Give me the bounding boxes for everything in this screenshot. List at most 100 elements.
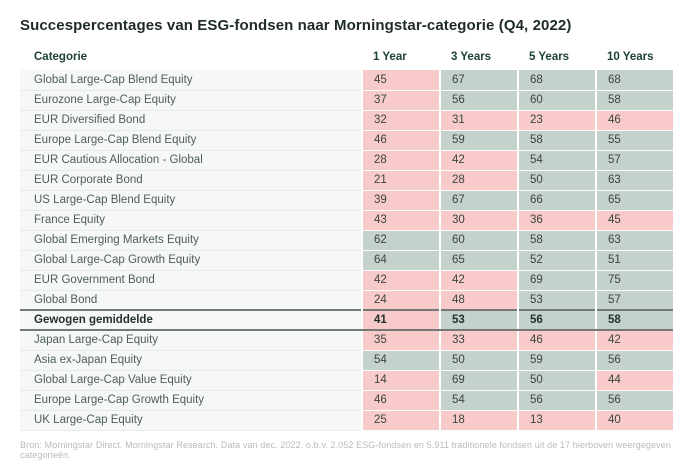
value-cell: 59 bbox=[439, 130, 518, 151]
table-body: Global Large-Cap Blend Equity 45 67 68 6… bbox=[20, 70, 673, 431]
value-cell: 64 bbox=[361, 250, 440, 271]
category-cell: EUR Diversified Bond bbox=[20, 110, 362, 131]
table-header: Categorie 1 Year 3 Years 5 Years 10 Year… bbox=[20, 49, 673, 70]
value-cell: 52 bbox=[517, 250, 596, 271]
category-cell: France Equity bbox=[20, 210, 362, 231]
category-cell: EUR Corporate Bond bbox=[20, 170, 362, 191]
table-row: Global Large-Cap Blend Equity 45 67 68 6… bbox=[20, 70, 673, 91]
category-cell: Global Large-Cap Growth Equity bbox=[20, 250, 362, 271]
value-cell: 42 bbox=[439, 150, 518, 171]
column-header-10-years: 10 Years bbox=[607, 51, 654, 63]
category-cell: Japan Large-Cap Equity bbox=[20, 330, 362, 351]
table-row: Global Bond 24 48 53 57 bbox=[20, 290, 673, 311]
value-cell: 56 bbox=[595, 390, 673, 411]
value-cell: 43 bbox=[361, 210, 440, 231]
value-cell: 46 bbox=[361, 130, 440, 151]
column-header-categorie: Categorie bbox=[34, 51, 88, 63]
value-cell: 67 bbox=[439, 70, 518, 91]
value-cell: 39 bbox=[361, 190, 440, 211]
value-cell: 44 bbox=[595, 370, 673, 391]
value-cell: 58 bbox=[517, 130, 596, 151]
value-cell: 53 bbox=[517, 290, 596, 311]
value-cell: 53 bbox=[439, 309, 518, 331]
value-cell: 30 bbox=[439, 210, 518, 231]
value-cell: 54 bbox=[439, 390, 518, 411]
value-cell: 67 bbox=[439, 190, 518, 211]
table-row: EUR Corporate Bond 21 28 50 63 bbox=[20, 170, 673, 191]
value-cell: 65 bbox=[595, 190, 673, 211]
value-cell: 42 bbox=[361, 270, 440, 291]
category-cell: Global Large-Cap Value Equity bbox=[20, 370, 362, 391]
value-cell: 63 bbox=[595, 230, 673, 251]
value-cell: 57 bbox=[595, 290, 673, 311]
table-row: France Equity 43 30 36 45 bbox=[20, 210, 673, 231]
value-cell: 60 bbox=[439, 230, 518, 251]
value-cell: 55 bbox=[595, 130, 673, 151]
value-cell: 57 bbox=[595, 150, 673, 171]
category-cell: Asia ex-Japan Equity bbox=[20, 350, 362, 371]
value-cell: 68 bbox=[595, 70, 673, 91]
value-cell: 18 bbox=[439, 410, 518, 431]
value-cell: 36 bbox=[517, 210, 596, 231]
value-cell: 13 bbox=[517, 410, 596, 431]
value-cell: 41 bbox=[361, 309, 440, 331]
table-row: US Large-Cap Blend Equity 39 67 66 65 bbox=[20, 190, 673, 211]
value-cell: 45 bbox=[595, 210, 673, 231]
value-cell: 65 bbox=[439, 250, 518, 271]
category-cell: UK Large-Cap Equity bbox=[20, 410, 362, 431]
value-cell: 40 bbox=[595, 410, 673, 431]
value-cell: 33 bbox=[439, 330, 518, 351]
value-cell: 56 bbox=[517, 390, 596, 411]
value-cell: 23 bbox=[517, 110, 596, 131]
value-cell: 42 bbox=[439, 270, 518, 291]
value-cell: 32 bbox=[361, 110, 440, 131]
table-row: EUR Diversified Bond 32 31 23 46 bbox=[20, 110, 673, 131]
table-row: Europe Large-Cap Blend Equity 46 59 58 5… bbox=[20, 130, 673, 151]
table-row: UK Large-Cap Equity 25 18 13 40 bbox=[20, 410, 673, 431]
value-cell: 51 bbox=[595, 250, 673, 271]
value-cell: 62 bbox=[361, 230, 440, 251]
category-cell: Gewogen gemiddelde bbox=[20, 309, 362, 331]
table-row: Asia ex-Japan Equity 54 50 59 56 bbox=[20, 350, 673, 371]
value-cell: 75 bbox=[595, 270, 673, 291]
header-row: Categorie 1 Year 3 Years 5 Years 10 Year… bbox=[20, 49, 673, 70]
value-cell: 56 bbox=[517, 309, 596, 331]
value-cell: 46 bbox=[361, 390, 440, 411]
category-cell: Global Emerging Markets Equity bbox=[20, 230, 362, 251]
value-cell: 68 bbox=[517, 70, 596, 91]
category-cell: US Large-Cap Blend Equity bbox=[20, 190, 362, 211]
table-row: Global Large-Cap Value Equity 14 69 50 4… bbox=[20, 370, 673, 391]
value-cell: 35 bbox=[361, 330, 440, 351]
value-cell: 66 bbox=[517, 190, 596, 211]
category-cell: EUR Government Bond bbox=[20, 270, 362, 291]
table-row: Global Emerging Markets Equity 62 60 58 … bbox=[20, 230, 673, 251]
category-cell: Global Bond bbox=[20, 290, 362, 311]
value-cell: 28 bbox=[439, 170, 518, 191]
value-cell: 69 bbox=[517, 270, 596, 291]
table-row: Gewogen gemiddelde 41 53 56 58 bbox=[20, 309, 673, 331]
success-rate-table: Categorie 1 Year 3 Years 5 Years 10 Year… bbox=[20, 49, 673, 431]
value-cell: 50 bbox=[517, 370, 596, 391]
value-cell: 56 bbox=[595, 350, 673, 371]
value-cell: 37 bbox=[361, 90, 440, 111]
table-row: Global Large-Cap Growth Equity 64 65 52 … bbox=[20, 250, 673, 271]
value-cell: 21 bbox=[361, 170, 440, 191]
value-cell: 58 bbox=[595, 90, 673, 111]
value-cell: 46 bbox=[595, 110, 673, 131]
value-cell: 54 bbox=[361, 350, 440, 371]
category-cell: Global Large-Cap Blend Equity bbox=[20, 70, 362, 91]
value-cell: 60 bbox=[517, 90, 596, 111]
value-cell: 42 bbox=[595, 330, 673, 351]
table-row: Eurozone Large-Cap Equity 37 56 60 58 bbox=[20, 90, 673, 111]
column-header-5-years: 5 Years bbox=[529, 51, 570, 63]
category-cell: Europe Large-Cap Blend Equity bbox=[20, 130, 362, 151]
value-cell: 31 bbox=[439, 110, 518, 131]
value-cell: 59 bbox=[517, 350, 596, 371]
category-cell: Europe Large-Cap Growth Equity bbox=[20, 390, 362, 411]
page-title: Succespercentages van ESG-fondsen naar M… bbox=[20, 17, 572, 34]
value-cell: 50 bbox=[517, 170, 596, 191]
table-row: EUR Cautious Allocation - Global 28 42 5… bbox=[20, 150, 673, 171]
value-cell: 54 bbox=[517, 150, 596, 171]
value-cell: 48 bbox=[439, 290, 518, 311]
